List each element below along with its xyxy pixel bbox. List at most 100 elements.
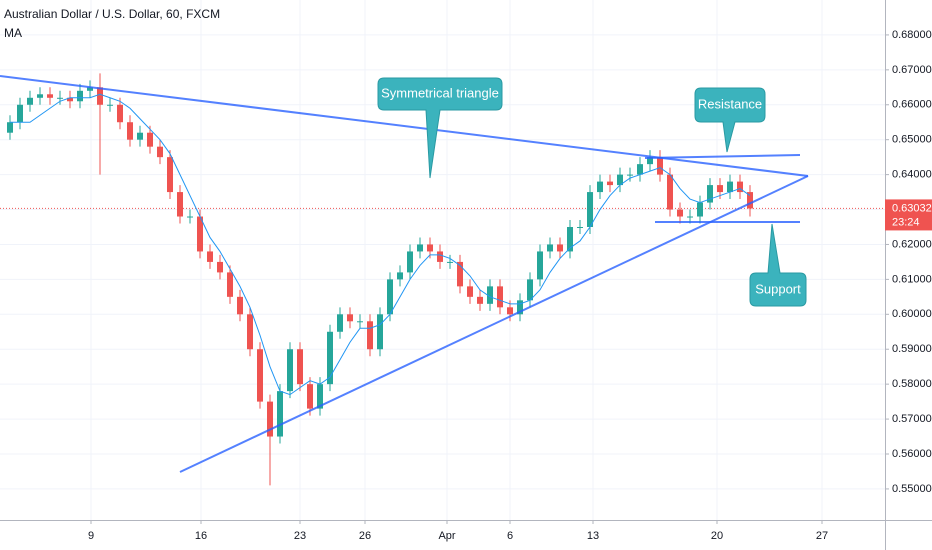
candle-body [717, 185, 723, 193]
drawings [0, 75, 809, 473]
y-tick-label: 0.56000 [892, 448, 932, 460]
candle-body [77, 90, 83, 102]
candle-body [387, 279, 393, 315]
x-tick-label: 27 [816, 530, 828, 542]
candles [7, 73, 753, 486]
candle-body [597, 181, 603, 193]
candle-body [417, 244, 423, 252]
x-tick-label: 6 [507, 530, 513, 542]
candle-body [257, 349, 263, 402]
candle-body [697, 202, 703, 217]
candle-body [347, 314, 353, 322]
resistance-line [644, 154, 801, 159]
candle-body [187, 216, 193, 218]
candle-body [57, 97, 63, 99]
candle-body [127, 122, 133, 140]
candle-body [197, 216, 203, 252]
callout-shape [694, 87, 766, 153]
callout: Symmetrical triangle [377, 77, 503, 179]
candle-body [337, 314, 343, 332]
candle-body [487, 286, 493, 304]
candle-body [407, 251, 413, 273]
candle-body [637, 164, 643, 175]
x-tick-label: 26 [359, 530, 371, 542]
candle-body [397, 272, 403, 280]
x-tick-label: 16 [195, 530, 207, 542]
y-tick-label: 0.65000 [892, 134, 932, 146]
annotation: Resistance [698, 96, 762, 111]
y-tick-label: 0.66000 [892, 99, 932, 111]
axes: 0.55000 0.56000 0.57000 0.58000 0.59000 0.600… [88, 29, 932, 542]
candle-body [327, 331, 333, 385]
callout: Resistance [694, 87, 766, 153]
candle-body [427, 244, 433, 252]
indicator-label: MA [4, 26, 22, 40]
candle-body [317, 384, 323, 409]
candle-body [67, 97, 73, 102]
candle-body [477, 296, 483, 304]
last-price-tag [885, 199, 932, 231]
candle-body [117, 104, 123, 123]
y-tick-label: 0.67000 [892, 64, 932, 76]
trend-line [179, 175, 809, 473]
y-tick-label: 0.59000 [892, 343, 932, 355]
y-tick-label: 0.60000 [892, 308, 932, 320]
x-tick-label: 20 [711, 530, 723, 542]
candle-body [707, 185, 713, 203]
y-tick-label: 0.61000 [892, 273, 932, 285]
candle-body [627, 174, 633, 176]
candle-body [227, 272, 233, 297]
candle-body [687, 216, 693, 218]
candle-body [607, 181, 613, 186]
y-tick-label: 0.68000 [892, 29, 932, 41]
candle-body [517, 300, 523, 315]
y-tick-label: 0.57000 [892, 413, 932, 425]
callout-shape [749, 223, 807, 307]
candle-body [437, 251, 443, 262]
candle-body [287, 349, 293, 392]
candle-body [107, 104, 113, 106]
candle-body [527, 279, 533, 301]
candle-body [207, 251, 213, 262]
candle-body [37, 94, 43, 98]
candle-body [267, 401, 273, 437]
candle-body [667, 174, 673, 210]
candle-body [177, 192, 183, 217]
x-tick-label: 13 [587, 530, 599, 542]
x-tick-label: 23 [294, 530, 306, 542]
candle-body [457, 261, 463, 287]
candle-body [27, 97, 33, 105]
candle-body [727, 181, 733, 193]
trend-line [0, 75, 809, 177]
callout-shape [377, 77, 503, 179]
annotation: Support [755, 281, 801, 296]
candle-body [587, 192, 593, 227]
x-tick-label: Apr [438, 530, 455, 542]
y-tick-label: 0.58000 [892, 378, 932, 390]
candle-body [547, 244, 553, 252]
candle-body [377, 314, 383, 350]
x-tick-label: 9 [88, 530, 94, 542]
candle-body [507, 307, 513, 315]
candle-body [357, 321, 363, 323]
candle-body [157, 146, 163, 158]
candle-body [137, 132, 143, 140]
candle-body [237, 296, 243, 315]
candle-body [567, 226, 573, 252]
callout: Support [749, 223, 807, 307]
candle-body [297, 349, 303, 385]
y-tick-label: 0.55000 [892, 483, 932, 495]
candle-body [217, 261, 223, 273]
candle-body [17, 104, 23, 123]
y-tick-label: 0.62000 [892, 238, 932, 250]
candle-body [537, 251, 543, 280]
candle-body [147, 132, 153, 147]
candle-body [277, 391, 283, 437]
candle-body [647, 157, 653, 165]
candle-body [167, 157, 173, 193]
countdown-label: 23:24 [892, 216, 920, 228]
last-price-label: 0.63032 [892, 202, 932, 214]
candle-body [87, 87, 93, 91]
candle-body [7, 122, 13, 133]
